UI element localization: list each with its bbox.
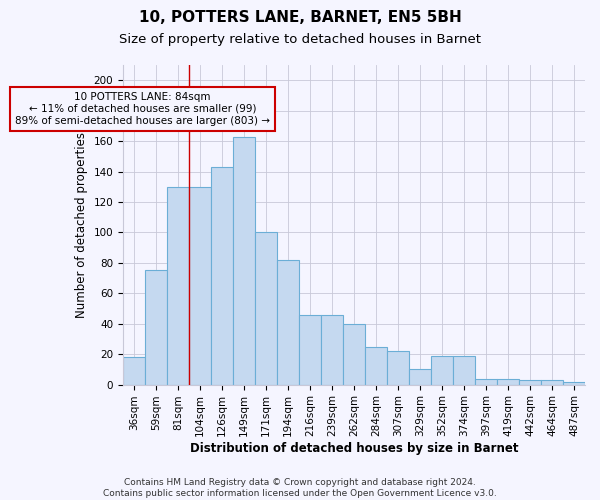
X-axis label: Distribution of detached houses by size in Barnet: Distribution of detached houses by size … [190, 442, 518, 455]
Bar [299, 314, 321, 384]
Bar [453, 356, 475, 384]
Y-axis label: Number of detached properties: Number of detached properties [75, 132, 88, 318]
Text: 10 POTTERS LANE: 84sqm
← 11% of detached houses are smaller (99)
89% of semi-det: 10 POTTERS LANE: 84sqm ← 11% of detached… [15, 92, 270, 126]
Bar [519, 380, 541, 384]
Text: Contains HM Land Registry data © Crown copyright and database right 2024.
Contai: Contains HM Land Registry data © Crown c… [103, 478, 497, 498]
Bar [277, 260, 299, 384]
Text: Size of property relative to detached houses in Barnet: Size of property relative to detached ho… [119, 32, 481, 46]
Bar [233, 136, 255, 384]
Bar [497, 378, 519, 384]
Bar [167, 187, 189, 384]
Bar [211, 167, 233, 384]
Bar [431, 356, 453, 384]
Bar [475, 378, 497, 384]
Bar [365, 346, 387, 385]
Bar [321, 314, 343, 384]
Bar [563, 382, 585, 384]
Bar [145, 270, 167, 384]
Bar [409, 370, 431, 384]
Bar [255, 232, 277, 384]
Bar [541, 380, 563, 384]
Bar [123, 357, 145, 384]
Bar [189, 187, 211, 384]
Text: 10, POTTERS LANE, BARNET, EN5 5BH: 10, POTTERS LANE, BARNET, EN5 5BH [139, 10, 461, 25]
Bar [387, 351, 409, 384]
Bar [343, 324, 365, 384]
